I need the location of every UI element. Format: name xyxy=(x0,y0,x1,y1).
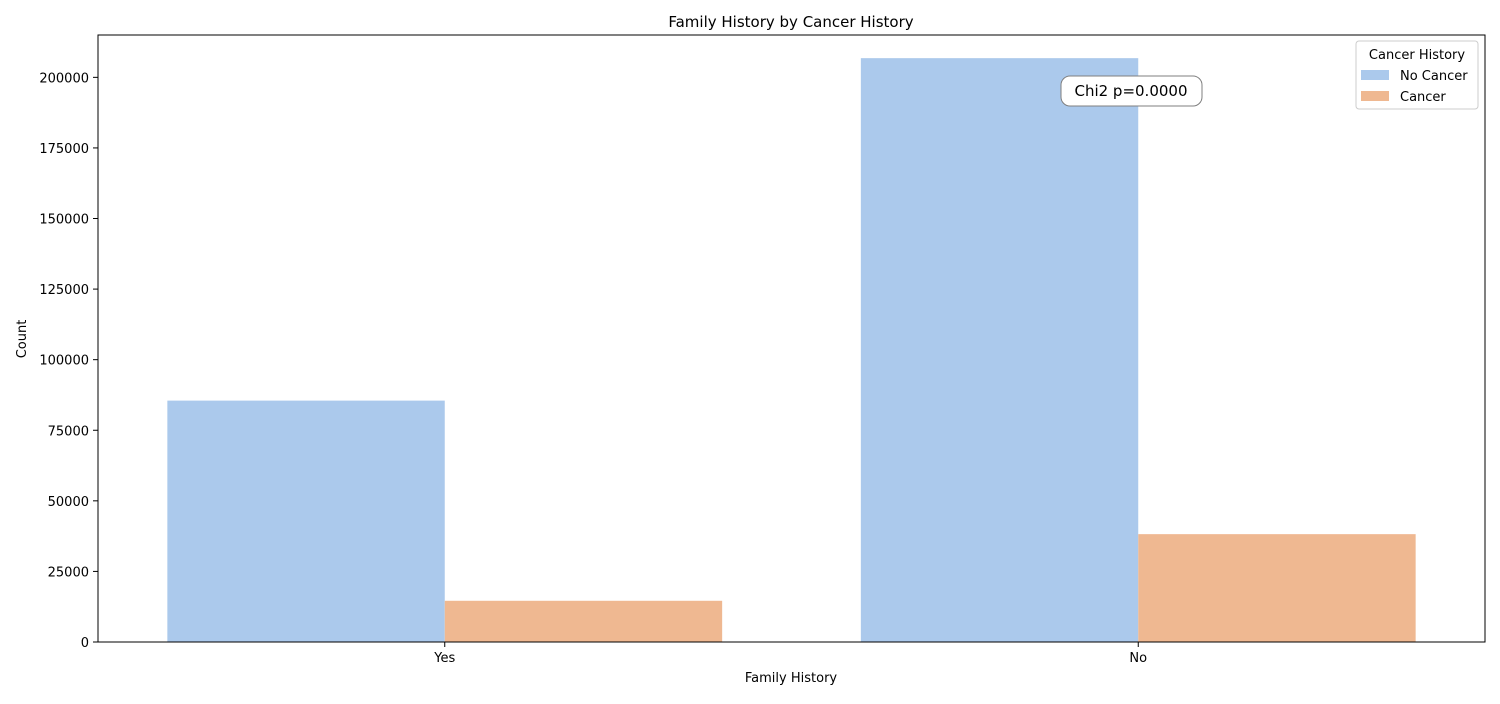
legend: Cancer History No Cancer Cancer xyxy=(1355,40,1479,110)
chi2-annotation: Chi2 p=0.0000 xyxy=(1060,75,1203,107)
x-axis-label: Family History xyxy=(745,671,838,686)
bar-no-cancer-no xyxy=(860,58,1139,642)
plot-frame xyxy=(97,34,1486,643)
y-tick-label: 175000 xyxy=(39,142,89,157)
y-axis-label: Count xyxy=(15,320,30,359)
legend-title: Cancer History xyxy=(1369,48,1465,63)
y-tick-label: 125000 xyxy=(39,283,89,298)
y-tick-label: 200000 xyxy=(39,71,89,86)
bar-no-cancer-yes xyxy=(167,400,445,642)
x-tick-label: Yes xyxy=(433,651,455,666)
y-tick-label: 0 xyxy=(81,636,89,651)
y-tick-label: 25000 xyxy=(48,565,89,580)
x-axis: Yes No xyxy=(433,642,1147,666)
bar-cancer-no xyxy=(1138,534,1416,642)
chart-title: Family History by Cancer History xyxy=(668,13,913,31)
y-axis: 0 25000 50000 75000 100000 125000 150000 175000… xyxy=(39,71,98,651)
legend-swatch-cancer xyxy=(1361,91,1389,101)
x-tick-label: No xyxy=(1129,651,1147,666)
y-tick-label: 75000 xyxy=(48,424,89,439)
legend-swatch-no-cancer xyxy=(1361,70,1389,80)
bar-cancer-yes xyxy=(444,600,723,642)
annotation-box xyxy=(1060,75,1203,107)
y-tick-label: 100000 xyxy=(39,354,89,369)
y-tick-label: 150000 xyxy=(39,213,89,228)
legend-label-cancer: Cancer xyxy=(1400,90,1446,105)
legend-label-no-cancer: No Cancer xyxy=(1400,69,1468,84)
annotation-text: Chi2 p=0.0000 xyxy=(1074,82,1187,100)
y-tick-label: 50000 xyxy=(48,495,89,510)
bars-layer xyxy=(167,58,1416,642)
